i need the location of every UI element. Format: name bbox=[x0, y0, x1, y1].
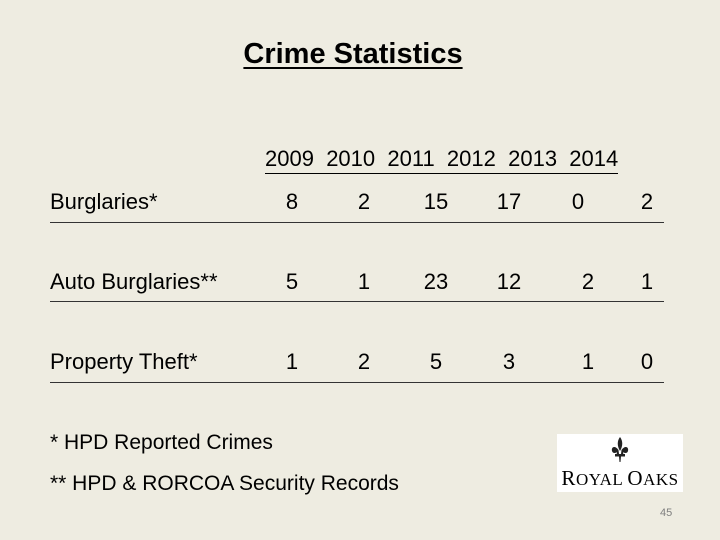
year-2009: 2009 bbox=[265, 146, 314, 171]
table-cell: 1 bbox=[640, 269, 654, 294]
year-2014: 2014 bbox=[569, 146, 619, 171]
year-2011: 2011 bbox=[387, 146, 435, 171]
table-cell: 23 bbox=[423, 269, 449, 294]
fleur-de-lis-icon bbox=[611, 437, 629, 462]
row-label-property-theft: Property Theft* bbox=[50, 349, 198, 374]
year-2010: 2010 bbox=[326, 146, 376, 171]
year-2013: 2013 bbox=[508, 146, 558, 171]
table-cell: 15 bbox=[423, 189, 449, 214]
table-cell: 2 bbox=[357, 349, 371, 374]
row-divider bbox=[50, 382, 664, 383]
table-cell: 1 bbox=[285, 349, 299, 374]
table-cell: 0 bbox=[571, 189, 585, 214]
royal-oaks-logo: ROYAL OAKS bbox=[557, 434, 683, 492]
year-header: 2009 2010 2011 2012 2013 2014 bbox=[265, 146, 619, 174]
table-cell: 12 bbox=[496, 269, 522, 294]
page-title: Crime Statistics bbox=[243, 38, 463, 70]
table-cell: 2 bbox=[640, 189, 654, 214]
table-cell: 2 bbox=[357, 189, 371, 214]
table-cell: 3 bbox=[502, 349, 516, 374]
row-divider bbox=[50, 301, 664, 302]
table-cell: 8 bbox=[285, 189, 299, 214]
table-cell: 5 bbox=[285, 269, 299, 294]
table-cell: 5 bbox=[429, 349, 443, 374]
row-label-auto-burglaries: Auto Burglaries** bbox=[50, 269, 218, 294]
footnote-hpd: * HPD Reported Crimes bbox=[50, 431, 273, 454]
table-cell: 1 bbox=[581, 349, 595, 374]
footnote-rorcoa: ** HPD & RORCOA Security Records bbox=[50, 472, 399, 495]
table-cell: 17 bbox=[496, 189, 522, 214]
row-divider bbox=[50, 222, 664, 223]
table-cell: 2 bbox=[581, 269, 595, 294]
year-2012: 2012 bbox=[446, 146, 496, 171]
row-label-burglaries: Burglaries* bbox=[50, 189, 158, 214]
table-cell: 0 bbox=[640, 349, 654, 374]
logo-wordmark: ROYAL OAKS bbox=[561, 466, 679, 490]
table-cell: 1 bbox=[357, 269, 371, 294]
page-number: 45 bbox=[660, 507, 673, 519]
